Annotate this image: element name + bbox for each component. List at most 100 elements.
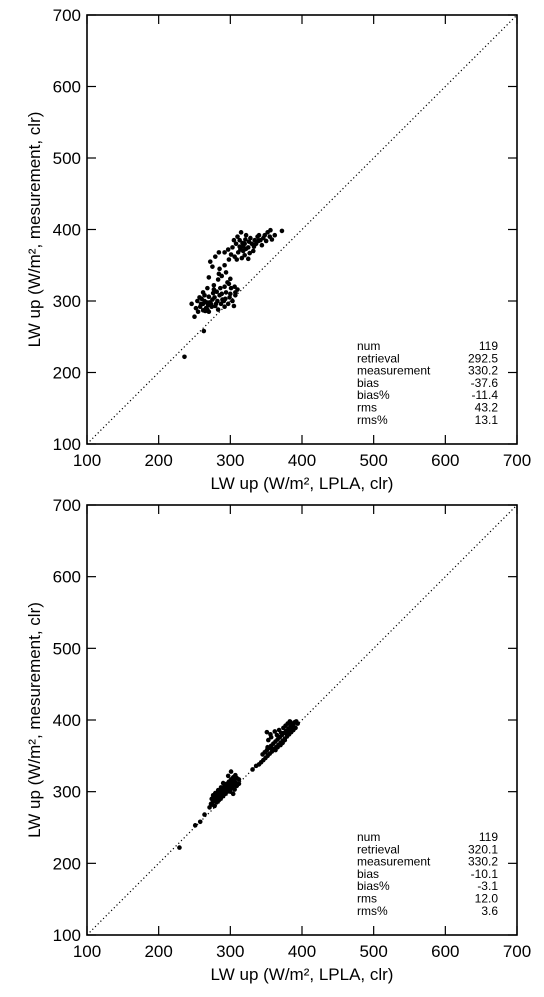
data-point (195, 298, 200, 304)
data-point (205, 285, 210, 291)
data-point (228, 769, 234, 774)
x-tick-label: 600 (431, 942, 459, 961)
data-point (212, 803, 217, 809)
stat-label-rms-pct: rms% (357, 904, 388, 918)
data-point (252, 237, 257, 243)
data-point (237, 244, 242, 249)
stat-label-measurement: measurement (357, 364, 431, 378)
data-point (197, 819, 203, 825)
data-point (220, 780, 226, 786)
data-point (200, 290, 206, 295)
data-point (235, 234, 240, 239)
x-tick-label: 200 (144, 942, 172, 961)
data-point (284, 732, 290, 737)
stat-value-measurement: 330.2 (468, 855, 498, 869)
scatter-plot-2: 100 200 300 400 500 600 700 100 200 300 400 500 600 7… (25, 496, 531, 984)
data-point (256, 232, 262, 238)
data-point (269, 237, 275, 242)
data-point (216, 250, 222, 255)
stat-value-bias-pct: -11.4 (472, 388, 499, 402)
stat-label-measurement: measurement (357, 855, 431, 869)
x-tick-label: 400 (288, 942, 316, 961)
y-tick-label: 400 (53, 711, 81, 730)
data-point (230, 298, 235, 304)
stat-value-rms: 12.0 (475, 892, 499, 906)
data-point (211, 282, 217, 288)
data-point (205, 307, 210, 312)
stat-label-num: num (357, 830, 380, 844)
data-point (243, 232, 249, 238)
data-point (222, 284, 227, 290)
data-point (221, 298, 227, 304)
one-to-one-line (86, 504, 518, 936)
data-point (197, 295, 202, 300)
x-tick-label: 100 (73, 942, 101, 961)
plot-frame (86, 504, 518, 936)
plot-frame (86, 14, 518, 445)
data-point (218, 285, 223, 291)
y-axis-label: LW up (W/m², mesurement, clr) (25, 112, 44, 348)
data-point (263, 238, 269, 244)
stat-label-num: num (357, 339, 380, 353)
data-point (228, 285, 234, 291)
stat-value-bias-pct: -3.1 (477, 879, 498, 893)
data-point (240, 248, 246, 254)
x-axis-label: LW up (W/m², LPLA, clr) (211, 965, 394, 984)
x-tick-label: 500 (359, 942, 387, 961)
data-point (262, 232, 268, 238)
data-point (233, 241, 239, 247)
stat-label-bias: bias (357, 867, 379, 881)
y-tick-label: 100 (53, 435, 81, 454)
data-point (222, 304, 227, 310)
x-tick-label: 700 (503, 451, 531, 470)
data-point (247, 250, 252, 256)
data-point (274, 732, 280, 738)
data-point (231, 237, 237, 243)
data-point (232, 284, 237, 290)
data-point (236, 781, 242, 787)
data-point (263, 749, 268, 755)
data-point (206, 275, 212, 280)
data-point (295, 721, 301, 726)
data-point (215, 787, 221, 793)
scatter-plot-1: 100 200 300 400 500 600 700 100 200 300 400 500 600 7… (25, 6, 531, 493)
stat-label-bias-pct: bias% (357, 879, 390, 893)
data-point (210, 297, 215, 302)
data-point (182, 354, 187, 360)
y-tick-label: 600 (53, 78, 81, 97)
data-point (223, 270, 229, 275)
data-point (225, 247, 231, 252)
y-tick-label: 700 (53, 6, 81, 25)
data-point (218, 785, 224, 790)
data-point (217, 292, 222, 298)
data-point (228, 291, 233, 297)
stat-value-retrieval: 292.5 (468, 351, 498, 365)
data-point (291, 722, 296, 728)
data-point (232, 787, 237, 792)
y-axis-label: LW up (W/m², mesurement, clr) (25, 602, 44, 838)
data-point (255, 238, 261, 244)
data-point (215, 277, 221, 282)
data-point (253, 763, 259, 769)
x-axis-label: LW up (W/m², LPLA, clr) (211, 474, 394, 493)
data-point (216, 271, 222, 277)
x-tick-label: 400 (288, 451, 316, 470)
data-point (272, 232, 278, 238)
y-tick-label: 500 (53, 149, 81, 168)
data-point (266, 737, 271, 743)
stat-value-num: 119 (479, 830, 498, 844)
x-tick-label: 200 (144, 451, 172, 470)
stat-value-retrieval: 320.1 (468, 842, 498, 856)
data-point (230, 791, 236, 797)
data-point (210, 290, 216, 296)
stat-value-measurement: 330.2 (468, 364, 498, 378)
data-point (223, 290, 229, 295)
stat-label-retrieval: retrieval (357, 351, 400, 365)
data-point (265, 744, 270, 750)
stat-value-bias: -37.6 (471, 376, 499, 390)
x-tick-label: 300 (216, 942, 244, 961)
y-tick-label: 300 (53, 783, 81, 802)
data-point (201, 328, 207, 334)
data-point (239, 255, 245, 261)
data-point (268, 732, 273, 737)
